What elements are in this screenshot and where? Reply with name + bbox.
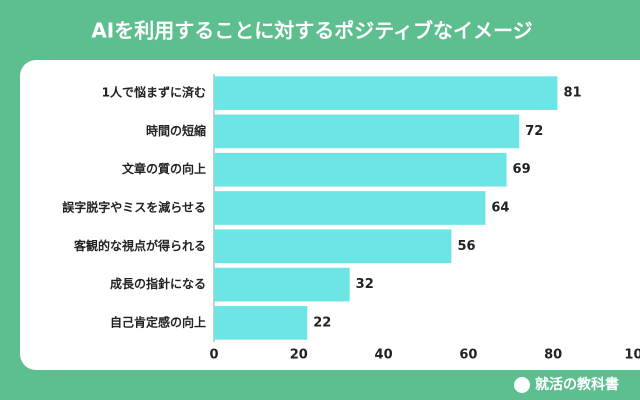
y-tick-label: 成長の指針になる — [110, 276, 206, 291]
value-label: 69 — [513, 162, 531, 177]
value-label: 72 — [525, 124, 543, 139]
brand: 就活の教科書 — [535, 376, 619, 393]
bar — [214, 306, 308, 340]
bar — [214, 191, 486, 225]
value-label: 56 — [457, 239, 475, 254]
x-tick-label: 0 — [209, 348, 218, 363]
y-tick-label: 誤字脱字やミスを減らせる — [62, 200, 206, 215]
value-label: 81 — [563, 86, 581, 101]
x-tick-label: 100 — [624, 348, 640, 363]
chart-title: AIを利用することに対するポジティブなイメージ — [91, 19, 532, 43]
x-tick-label: 80 — [544, 348, 562, 363]
bar — [214, 267, 350, 302]
x-tick-label: 40 — [375, 348, 393, 363]
value-label: 64 — [491, 201, 509, 216]
x-tick-label: 60 — [459, 348, 477, 363]
y-tick-label: 自己肯定感の向上 — [110, 314, 206, 329]
y-tick-label: 時間の短縮 — [146, 123, 206, 138]
bar — [214, 229, 452, 264]
value-label: 32 — [356, 277, 374, 292]
bar — [214, 114, 520, 149]
value-label: 22 — [313, 315, 331, 330]
brand-icon — [514, 377, 530, 393]
bar — [214, 76, 558, 110]
x-tick-label: 20 — [290, 348, 308, 363]
y-tick-label: 客観的な視点が得られる — [73, 238, 206, 253]
y-tick-label: 1人で悩まずに済む — [102, 85, 206, 100]
y-tick-label: 文章の質の向上 — [122, 161, 206, 176]
bar — [214, 152, 507, 187]
